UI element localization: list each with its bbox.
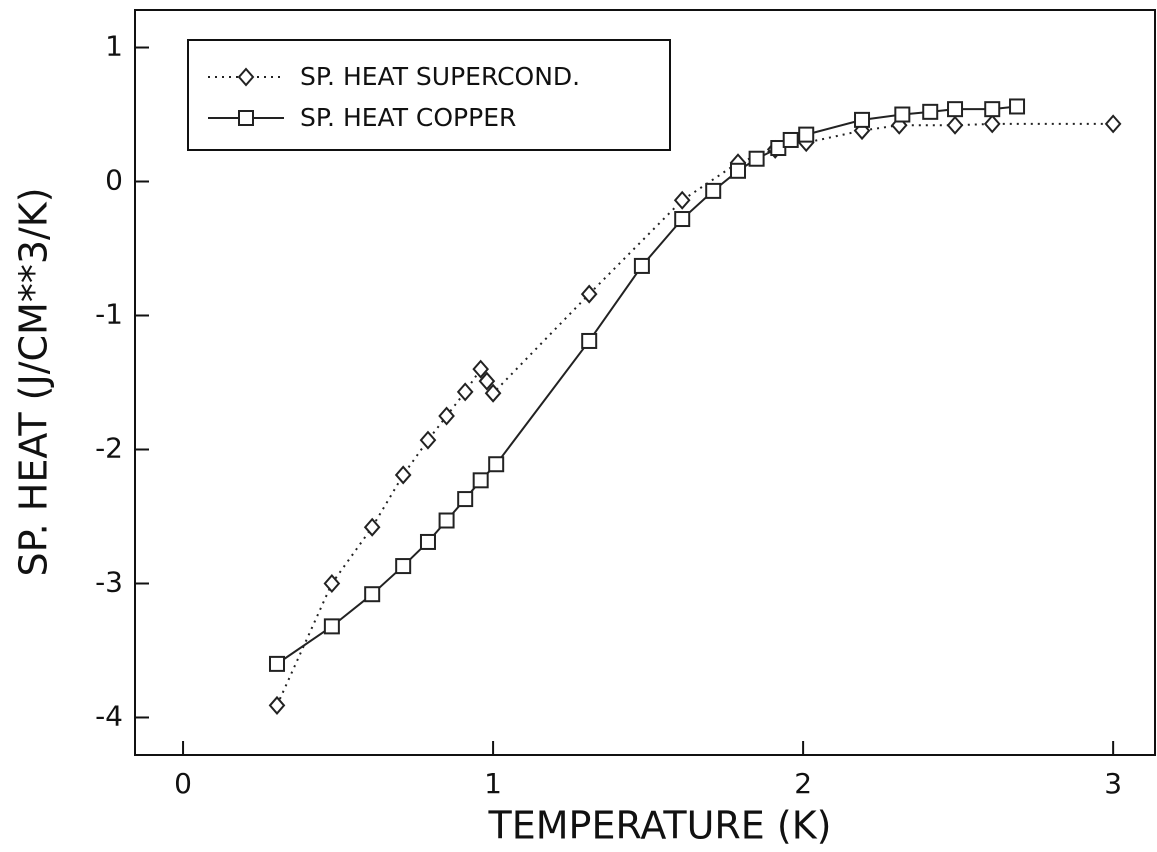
- square-marker: [674, 211, 691, 228]
- square-marker: [419, 533, 436, 550]
- x-tick-label: 0: [174, 767, 192, 800]
- square-marker: [894, 106, 911, 123]
- square-marker: [323, 618, 340, 635]
- square-marker: [633, 257, 650, 274]
- y-tick-label: 0: [105, 164, 123, 197]
- diamond-marker: [484, 383, 502, 403]
- diamond-marker: [438, 406, 455, 426]
- square-marker: [581, 332, 598, 349]
- square-marker: [488, 456, 505, 473]
- series-line: [276, 122, 1114, 706]
- square-marker: [922, 103, 939, 120]
- plot-frame: [134, 9, 1156, 756]
- y-tick-label: -3: [95, 565, 123, 598]
- legend-label: SP. HEAT COPPER: [300, 103, 516, 132]
- square-marker: [238, 110, 254, 126]
- y-tick-label: 1: [105, 30, 123, 63]
- legend-label: SP. HEAT SUPERCOND.: [300, 62, 580, 91]
- legend-frame: [187, 39, 671, 151]
- square-marker: [984, 101, 1001, 118]
- square-marker: [457, 491, 474, 508]
- square-marker: [1009, 98, 1026, 115]
- x-tick-label: 2: [794, 767, 812, 800]
- y-tick-label: -1: [95, 298, 123, 331]
- square-marker: [364, 586, 381, 603]
- diamond-marker: [323, 573, 341, 594]
- diamond-marker: [456, 382, 474, 402]
- square-marker: [395, 558, 412, 575]
- diamond-marker: [363, 517, 381, 537]
- square-marker: [782, 131, 799, 148]
- square-marker: [268, 655, 285, 672]
- square-marker: [854, 111, 871, 128]
- y-tick-label: -4: [95, 699, 123, 732]
- square-marker: [730, 162, 747, 179]
- diamond-marker: [1104, 114, 1122, 134]
- square-marker: [748, 150, 765, 167]
- diamond-marker: [394, 465, 412, 485]
- square-marker: [438, 512, 455, 529]
- diamond-marker: [472, 359, 490, 379]
- square-marker: [947, 101, 964, 118]
- diamond-marker: [673, 190, 691, 210]
- x-axis-label: TEMPERATURE (K): [488, 804, 832, 848]
- diamond-marker: [580, 284, 598, 304]
- square-marker: [705, 182, 722, 199]
- y-axis-label: SP. HEAT (J/CM**3/K): [12, 187, 56, 576]
- diamond-marker: [478, 371, 496, 391]
- diamond-marker: [268, 695, 286, 715]
- series-line: [276, 105, 1018, 665]
- x-tick-label: 1: [484, 767, 502, 800]
- diamond-marker: [946, 115, 964, 135]
- square-marker: [798, 126, 815, 143]
- square-marker: [472, 472, 489, 489]
- diamond-marker: [237, 67, 255, 87]
- square-marker: [770, 140, 787, 157]
- y-tick-label: -2: [95, 431, 123, 464]
- diamond-marker: [983, 114, 1001, 134]
- diamond-marker: [419, 430, 437, 450]
- x-tick-label: 3: [1104, 767, 1122, 800]
